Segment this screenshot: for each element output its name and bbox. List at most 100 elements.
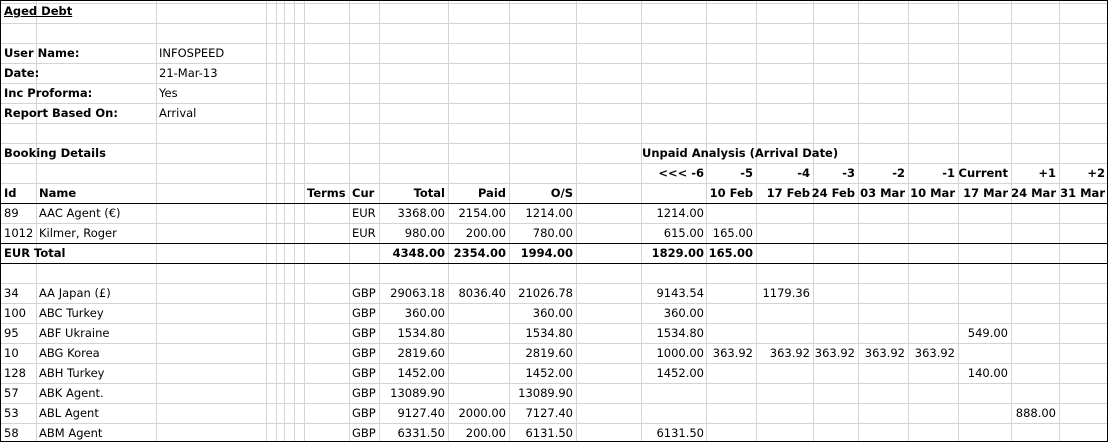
grid-line	[1, 223, 1107, 224]
id: 1012	[4, 226, 34, 240]
outstanding: 6131.50	[525, 426, 573, 440]
grid-line	[1, 143, 1107, 144]
aging-value: 615.00	[663, 226, 704, 240]
currency: GBP	[352, 326, 376, 340]
total-label: EUR Total	[4, 246, 66, 260]
total: 9127.40	[397, 406, 445, 420]
aging-value: 1000.00	[656, 346, 704, 360]
border-line	[1, 263, 1107, 264]
grid-line	[1, 423, 1107, 424]
name: Kilmer, Roger	[39, 226, 117, 240]
paid: 2154.00	[458, 206, 506, 220]
column-header: Total	[413, 186, 445, 200]
outstanding: 1534.80	[525, 326, 573, 340]
total: 360.00	[404, 306, 445, 320]
aging-value: 1179.36	[762, 286, 810, 300]
aging-value: 1534.80	[656, 326, 704, 340]
name: ABK Agent.	[39, 386, 104, 400]
paid: 200.00	[465, 226, 506, 240]
column-header: O/S	[550, 186, 573, 200]
column-header: Cur	[352, 186, 375, 200]
grid-line	[379, 1, 380, 441]
grid-line	[276, 1, 277, 441]
period-date: 10 Feb	[709, 186, 753, 200]
grid-line	[266, 1, 267, 441]
grid-line	[294, 1, 295, 441]
id: 100	[4, 306, 26, 320]
grid-line	[1, 83, 1107, 84]
info-label: Report Based On:	[4, 106, 118, 120]
period-date: 17 Feb	[766, 186, 810, 200]
aging-value: 140.00	[967, 366, 1008, 380]
grid-line	[1, 43, 1107, 44]
currency: GBP	[352, 406, 376, 420]
period-date: 17 Mar	[963, 186, 1008, 200]
column-header: Paid	[477, 186, 506, 200]
grid-line	[36, 1, 37, 441]
aging-value: 1829.00	[651, 246, 704, 260]
grid-line	[1, 363, 1107, 364]
grid-line	[1, 303, 1107, 304]
total: 1534.80	[397, 326, 445, 340]
info-value: 21-Mar-13	[159, 66, 218, 80]
id: 57	[4, 386, 19, 400]
aging-value: 549.00	[967, 326, 1008, 340]
total: 980.00	[404, 226, 445, 240]
grid-line	[641, 1, 642, 441]
grid-line	[1, 3, 1107, 4]
aging-value: 1214.00	[656, 206, 704, 220]
grid-line	[756, 1, 757, 441]
period-date: 24 Feb	[811, 186, 855, 200]
aging-value: 165.00	[708, 246, 753, 260]
grid-line	[448, 1, 449, 441]
aging-value: 888.00	[1015, 406, 1056, 420]
grid-line	[1, 343, 1107, 344]
aging-value: 363.92	[814, 346, 855, 360]
aging-value: 165.00	[712, 226, 753, 240]
name: AAC Agent (€)	[39, 206, 121, 220]
currency: GBP	[352, 306, 376, 320]
period-date: 03 Mar	[860, 186, 905, 200]
currency: GBP	[352, 366, 376, 380]
grid-line	[858, 1, 859, 441]
period-offset: -1	[942, 166, 955, 180]
column-header: Terms	[307, 186, 346, 200]
total: 2819.60	[397, 346, 445, 360]
currency: EUR	[352, 206, 376, 220]
period-date: 10 Mar	[910, 186, 955, 200]
info-value: Arrival	[159, 106, 197, 120]
id: 128	[4, 366, 26, 380]
grid-line	[1, 403, 1107, 404]
name: ABM Agent	[39, 426, 103, 440]
outstanding: 2819.60	[525, 346, 573, 360]
outstanding: 21026.78	[518, 286, 573, 300]
total: 13089.90	[390, 386, 445, 400]
period-offset: +2	[1087, 166, 1105, 180]
grid-line	[1, 163, 1107, 164]
name: ABC Turkey	[39, 306, 104, 320]
id: 95	[4, 326, 19, 340]
paid: 2354.00	[453, 246, 506, 260]
info-label: User Name:	[4, 46, 80, 60]
id: 89	[4, 206, 19, 220]
aging-value: 363.92	[914, 346, 955, 360]
outstanding: 7127.40	[525, 406, 573, 420]
period-offset: -2	[892, 166, 905, 180]
total: 1452.00	[397, 366, 445, 380]
currency: GBP	[352, 386, 376, 400]
currency: GBP	[352, 346, 376, 360]
period-offset: Current	[958, 166, 1008, 180]
grid-line	[284, 1, 285, 441]
grid-line	[1011, 1, 1012, 441]
aging-value: 363.92	[712, 346, 753, 360]
grid-line	[958, 1, 959, 441]
aging-value: 6131.50	[656, 426, 704, 440]
outstanding: 1214.00	[525, 206, 573, 220]
paid: 8036.40	[458, 286, 506, 300]
period-offset: <<< -6	[658, 166, 704, 180]
name: ABG Korea	[39, 346, 100, 360]
aging-value: 1452.00	[656, 366, 704, 380]
aging-value: 9143.54	[656, 286, 704, 300]
period-offset: +1	[1038, 166, 1056, 180]
